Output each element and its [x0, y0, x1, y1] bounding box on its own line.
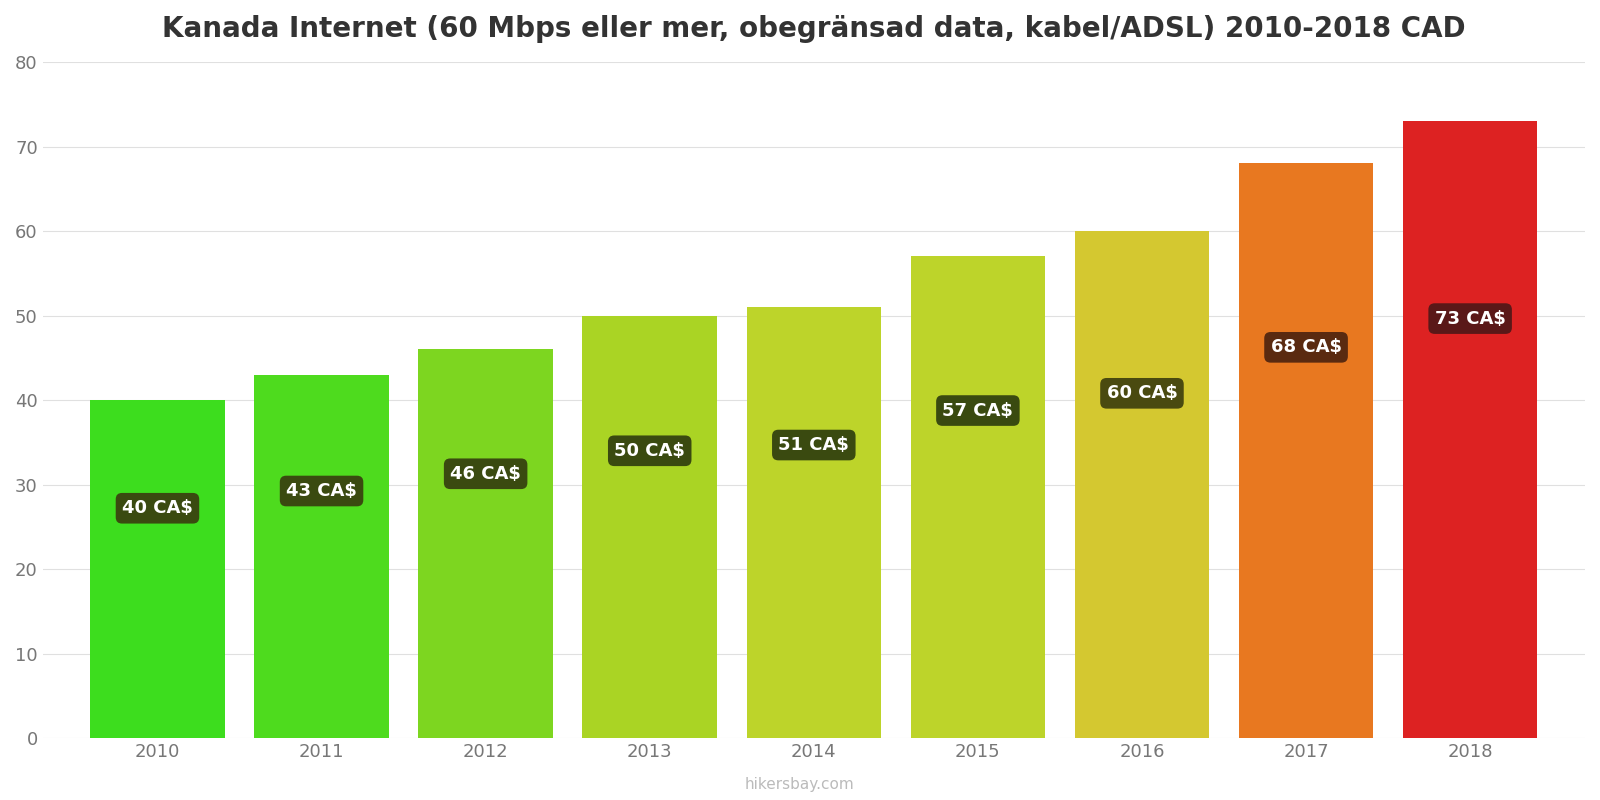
Text: 73 CA$: 73 CA$: [1435, 310, 1506, 327]
Text: 40 CA$: 40 CA$: [122, 499, 194, 518]
Text: 46 CA$: 46 CA$: [450, 465, 522, 482]
Bar: [1403, 121, 1538, 738]
Text: 60 CA$: 60 CA$: [1107, 384, 1178, 402]
Bar: [1238, 163, 1373, 738]
Bar: [1075, 231, 1210, 738]
Bar: [254, 374, 389, 738]
Text: 68 CA$: 68 CA$: [1270, 338, 1341, 356]
Title: Kanada Internet (60 Mbps eller mer, obegränsad data, kabel/ADSL) 2010-2018 CAD: Kanada Internet (60 Mbps eller mer, obeg…: [162, 15, 1466, 43]
Text: 57 CA$: 57 CA$: [942, 402, 1013, 419]
Text: 43 CA$: 43 CA$: [286, 482, 357, 500]
Text: 51 CA$: 51 CA$: [778, 436, 850, 454]
Bar: [747, 307, 882, 738]
Text: 50 CA$: 50 CA$: [614, 442, 685, 460]
Bar: [90, 400, 224, 738]
Text: hikersbay.com: hikersbay.com: [746, 777, 854, 792]
Bar: [418, 350, 554, 738]
Bar: [910, 256, 1045, 738]
Bar: [582, 315, 717, 738]
